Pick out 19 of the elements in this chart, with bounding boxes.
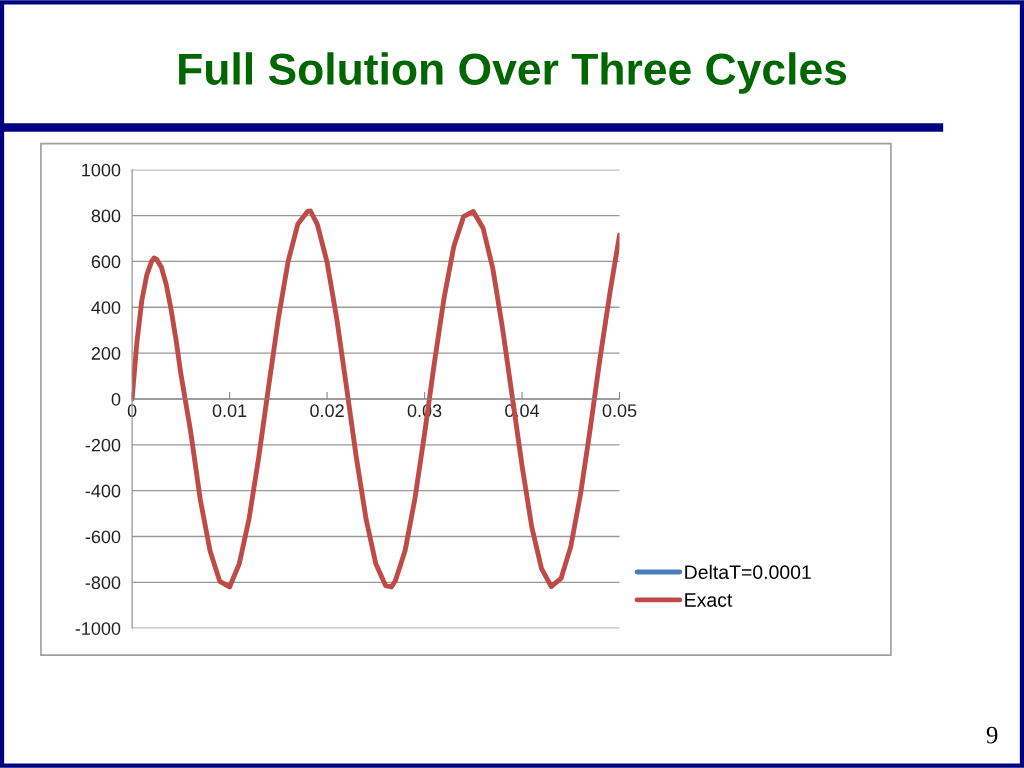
x-tick-label: 0 (127, 404, 137, 418)
y-tick-label: 1000 (82, 163, 121, 177)
y-tick-label: -600 (85, 530, 121, 544)
y-tick-label: 0 (111, 392, 121, 406)
x-tick-label: 0.02 (310, 404, 344, 418)
legend-label: Exact (685, 593, 733, 607)
y-tick-label: -400 (85, 484, 121, 498)
y-tick-label: 600 (91, 255, 121, 269)
y-tick-label: -800 (85, 576, 121, 590)
y-tick-label: -200 (85, 438, 121, 452)
y-tick-label: -1000 (75, 622, 121, 635)
text: 9 (986, 726, 998, 744)
y-tick-label: 800 (91, 209, 121, 223)
y-tick-label: 400 (91, 301, 121, 314)
y-tick-label: 200 (91, 347, 121, 360)
x-tick-label: 0.05 (602, 404, 637, 418)
legend-label: DeltaT=0.0001 (685, 564, 811, 580)
x-tick-label: 0.01 (212, 404, 247, 418)
chart-title: Full Solution Over Three Cycles (179, 52, 847, 94)
